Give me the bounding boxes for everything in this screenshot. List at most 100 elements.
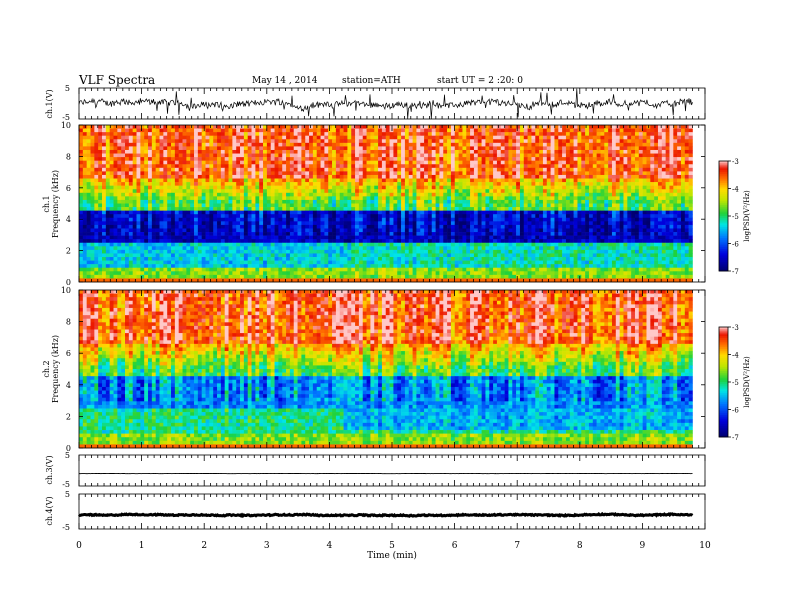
ch1-spectrogram-cell [178,142,183,147]
ch1-spectrogram-cell [236,178,241,183]
ch1-spectrogram-cell [297,224,302,229]
ch1-spectrogram-cell [581,185,586,190]
ch1-ytick-top: 5 [65,84,70,93]
ch1-spectrogram-cell [186,199,191,204]
ch1-spectrogram-cell [332,210,337,215]
ch1-spectrogram-cell [489,174,494,179]
ch1-spectrogram-cell [615,232,620,236]
ch1-spectrogram-cell [186,139,191,144]
ch1-spectrogram-cell [546,192,551,197]
ch1-spectrogram-cell [416,221,421,226]
ch1-spectrogram-cell [263,217,268,222]
ch1-spectrogram-cell [213,185,218,190]
ch1-spectrogram-cell [531,199,536,204]
ch1-spectrogram-cell [688,207,693,211]
ch1-spectrogram-cell [389,167,394,172]
ch1-spectrogram-cell [623,217,628,222]
ch1-spectrogram-cell [301,164,306,169]
ch1-spectrogram-cell [420,182,425,186]
ch1-spectrogram-cell [236,192,241,197]
ch1-spectrogram-cell [140,142,145,147]
ch1-spectrogram-cell [102,178,107,183]
ch1-spectrogram-cell [608,224,613,229]
ch1-spectrogram-cell [190,135,195,140]
ch1-spectrogram-cell [623,189,628,194]
ch1-spectrogram-cell [431,189,436,194]
ch1-spectrogram-cell [385,228,390,233]
ch1-spectrogram-cell [489,171,494,176]
ch1-spectrogram-cell [650,189,655,194]
ch1-spectrogram-cell [374,185,379,190]
ch1-spectrogram-cell [454,139,459,144]
ch1-spectrogram-cell [611,214,617,219]
ch1-spectrogram-cell [220,174,225,179]
ch1-spectrogram-cell [270,228,275,233]
ch1-spectrogram-cell [209,139,214,144]
ch1-spectrogram-cell [443,196,448,201]
ch1-spectrogram-cell [493,174,498,179]
ch1-spectrogram-cell [113,232,118,236]
ch1-spectrogram-cell [634,174,640,179]
ch1-spectrogram-cell [489,182,494,186]
ch1-spectrogram-cell [615,185,620,190]
ch1-spectrogram-cell [447,167,452,172]
ch1-spectrogram-cell [458,224,463,229]
ch1-spectrogram-cell [79,199,84,204]
ch1-spectrogram-cell [673,182,678,186]
ch1-spectrogram-cell [665,207,670,211]
ch1-spectrogram-cell [220,164,225,169]
ch1-spectrogram-cell [542,189,548,194]
ch1-spectrogram-cell [454,167,459,172]
ch1-spectrogram-cell [194,207,199,211]
ch1-spectrogram-cell [554,189,559,194]
ch1-spectrogram-cell [113,132,118,137]
ch1-spectrogram-cell [623,128,628,133]
ch1-spectrogram-cell [121,196,126,201]
ch1-spectrogram-cell [259,224,264,229]
ch1-spectrogram-cell [634,160,640,165]
ch1-spectrogram-cell [332,149,337,154]
ch1-spectrogram-cell [550,178,555,183]
ch1-spectrogram-cell [220,132,225,137]
ch1-spectrogram-cell [128,217,133,222]
ch1-spectrogram-cell [320,178,325,183]
ch1-spectrogram-cell [447,221,452,226]
ch1-spectrogram-cell [113,217,118,222]
ch1-spectrogram-cell [420,178,425,183]
ch1-spectrogram-cell [424,207,429,211]
ch1-spectrogram-cell [186,125,191,129]
ch1-spectrogram-cell [205,153,210,158]
ch1-spectrogram-cell [527,182,532,186]
ch1-spectrogram-cell [270,153,275,158]
ch1-spectrogram-cell [665,189,670,194]
ch1-spectrogram-cell [523,146,528,151]
ch1-spectrogram-cell [508,149,513,154]
ch1-spectrogram-cell [577,157,582,161]
ch1-spectrogram-cell [105,128,110,133]
ch1-spectrogram-cell [646,221,651,226]
ch1-spectrogram-cell [447,228,452,233]
ch1-spectrogram-cell [251,139,256,144]
ch1-spectrogram-cell [588,185,594,190]
ch1-spectrogram-cell [585,142,590,147]
ch1-spectrogram-cell [600,157,605,161]
ch1-spectrogram-cell [654,174,659,179]
ch1-spectrogram-cell [654,164,659,169]
ch1-spectrogram-cell [443,132,448,137]
ch1-spectrogram-cell [661,160,666,165]
ch1-spectrogram-cell [240,160,245,165]
ch1-spectrogram-cell [527,224,532,229]
ch1-spectrogram-cell [358,146,364,151]
ch1-spectrogram-cell [381,196,387,201]
ch1-spectrogram-cell [596,182,601,186]
ch1-spectrogram-cell [447,149,452,154]
ch1-spectrogram-cell [174,174,179,179]
ch1-spectrogram-cell [151,139,156,144]
ch1-spectrogram-cell [431,167,436,172]
ch1-spectrogram-cell [86,149,91,154]
ch1-spectrogram-cell [508,146,513,151]
ch1-spectrogram-cell [473,210,479,215]
ch1-spectrogram-cell [362,139,367,144]
ch1-spectrogram-cell [251,153,256,158]
ch1-spectrogram-cell [240,178,245,183]
